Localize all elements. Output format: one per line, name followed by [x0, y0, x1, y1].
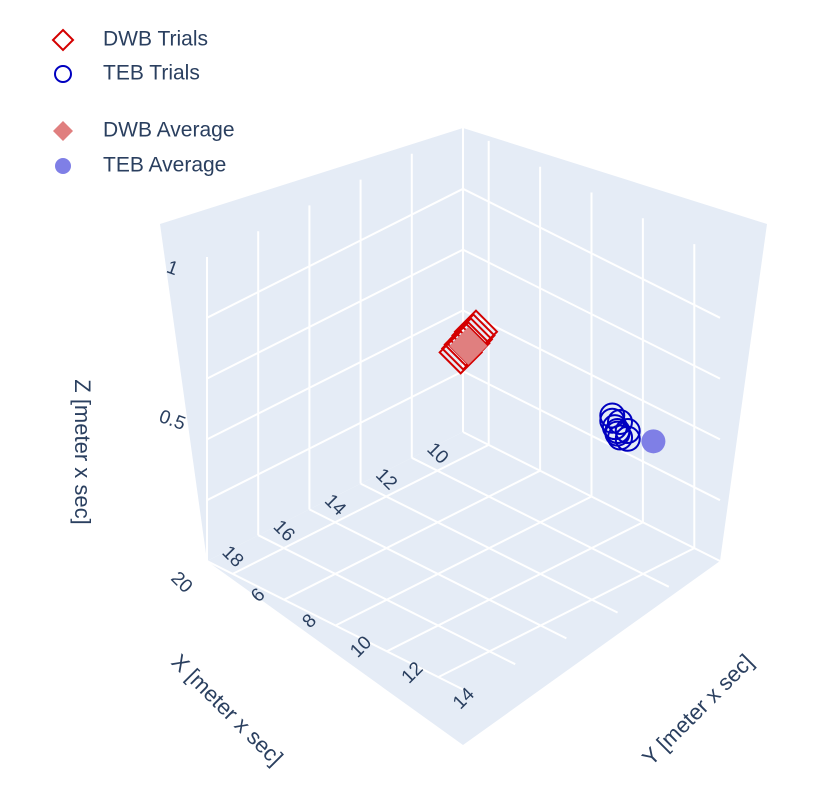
data-point: [614, 425, 641, 452]
pane-left-wall: [160, 128, 463, 561]
gridline-y-floor: [335, 495, 592, 627]
legend-label: DWB Average: [103, 119, 235, 142]
gridline-z-right: [462, 248, 721, 380]
gridline-y-floor: [283, 469, 541, 601]
data-markers: [438, 309, 666, 454]
data-point: [614, 418, 641, 445]
legend[interactable]: DWB Trials TEB Trials DWB Average TEB Avera…: [51, 28, 235, 177]
x-axis-title: X [meter x sec]: [167, 649, 288, 770]
gridline-z-left: [206, 370, 464, 502]
y-axis-title: Y [meter x sec]: [637, 649, 758, 770]
legend-label: DWB Trials: [103, 28, 208, 51]
data-point: [607, 424, 634, 451]
z-axis-title: Z [meter x sec]: [70, 379, 95, 524]
z-tick-label: 0.5: [156, 406, 188, 435]
gridline-z-right: [462, 187, 721, 319]
gridline-z-right: [462, 309, 721, 441]
x-tick-label: 20: [166, 568, 196, 598]
gridline-z-left: [206, 309, 464, 441]
legend-item[interactable]: DWB Average: [53, 119, 235, 142]
legend-item[interactable]: DWB Trials: [51, 28, 208, 52]
legend-label: TEB Average: [103, 154, 226, 177]
gridline-z-right: [462, 370, 721, 502]
legend-marker: [53, 121, 73, 141]
legend-item[interactable]: TEB Trials: [54, 62, 200, 85]
data-point: [449, 326, 488, 365]
pane-right-wall: [463, 128, 767, 561]
data-point: [606, 408, 633, 435]
gridline-y-floor: [386, 521, 644, 653]
gridline-y-floor: [437, 547, 695, 678]
legend-marker: [51, 28, 75, 52]
gridline-z-left: [206, 248, 464, 380]
gridline-z-left: [206, 187, 464, 319]
axis-panes: [160, 128, 767, 745]
data-point: [641, 429, 666, 454]
gridline-y-floor: [232, 444, 490, 575]
legend-label: TEB Trials: [103, 62, 200, 85]
legend-marker: [55, 158, 71, 174]
pane-floor: [207, 432, 720, 745]
grid-lines: [206, 128, 721, 691]
legend-marker: [54, 65, 72, 83]
legend-item[interactable]: TEB Average: [55, 154, 226, 177]
